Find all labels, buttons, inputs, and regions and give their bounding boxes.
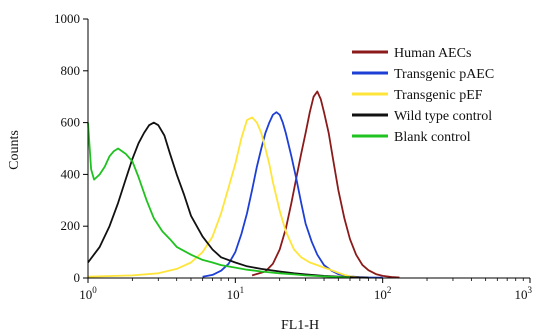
x-tick-label: 102 [374, 285, 392, 302]
legend: Human AECs Transgenic pAEC Transgenic pEF W… [352, 46, 494, 145]
legend-label-4: Blank control [394, 130, 471, 145]
y-tick-label: 600 [61, 115, 81, 130]
x-axis-label: FL1-H [281, 318, 319, 333]
plot-lines [87, 90, 400, 279]
y-tick-label: 400 [61, 166, 81, 181]
y-tick-label: 1000 [54, 11, 80, 26]
y-ticks: 0 200 400 600 800 1000 [54, 11, 88, 285]
legend-label-1: Transgenic pAEC [394, 67, 494, 82]
legend-label-3: Wild type control [394, 109, 492, 124]
y-tick-label: 0 [74, 270, 81, 285]
legend-label-2: Transgenic pEF [394, 88, 483, 103]
legend-label-0: Human AECs [394, 46, 471, 61]
y-tick-label: 200 [61, 218, 81, 233]
x-ticks: 100 101 102 103 [79, 278, 533, 302]
series-line-2 [87, 116, 360, 279]
series-line-4 [87, 122, 351, 279]
y-tick-label: 800 [61, 63, 81, 78]
x-tick-label: 103 [515, 285, 533, 302]
x-tick-label: 100 [79, 285, 97, 302]
x-tick-label: 101 [227, 285, 245, 302]
series-line-0 [251, 90, 400, 279]
y-axis-label: Counts [7, 130, 22, 170]
series-line-3 [87, 121, 369, 279]
axes [87, 19, 530, 279]
